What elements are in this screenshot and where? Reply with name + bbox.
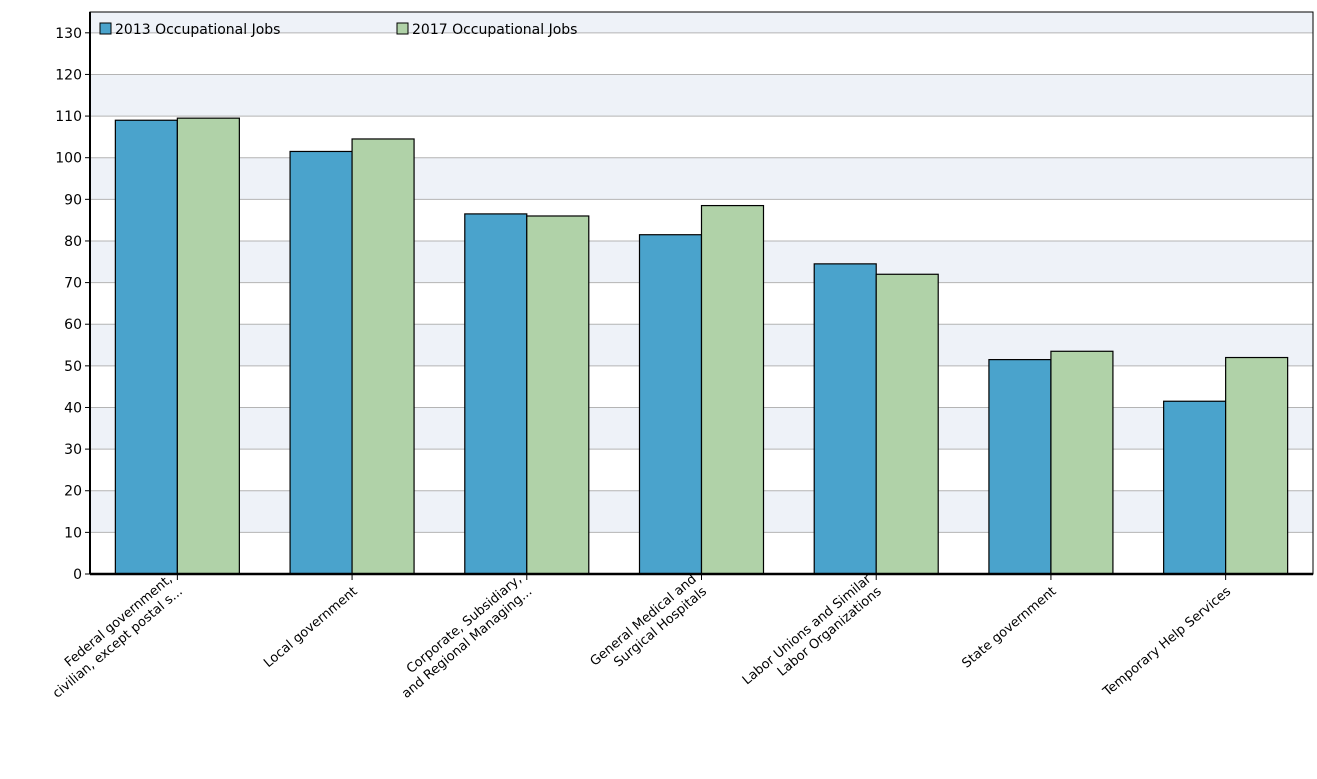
y-tick-label: 100 xyxy=(55,151,82,167)
y-tick-label: 90 xyxy=(64,192,82,208)
bar xyxy=(351,138,415,575)
y-axis: 0 10 20 30 40 50 60 70 80 90 100 110 120 130 xyxy=(55,12,91,583)
bar xyxy=(875,273,939,575)
x-tick-label-line: and Regional Managing... xyxy=(399,584,535,702)
legend-label: 2013 Occupational Jobs xyxy=(115,22,280,38)
y-tick-label: 0 xyxy=(73,567,82,583)
x-tick-label-line: Temporary Help Services xyxy=(1100,584,1234,700)
bar xyxy=(813,263,877,575)
y-tick-label: 50 xyxy=(64,359,82,375)
bars xyxy=(114,117,1289,575)
y-tick-label: 10 xyxy=(64,525,82,541)
bar xyxy=(289,150,353,575)
y-tick-label: 40 xyxy=(64,400,82,416)
bar xyxy=(638,234,703,575)
x-tick-label: Local government xyxy=(261,584,360,671)
y-tick-label: 80 xyxy=(64,234,82,250)
bar xyxy=(1225,356,1289,575)
x-tick-label: Federal government,civilian, except post… xyxy=(50,572,186,702)
legend: 2013 Occupational Jobs 2017 Occupational … xyxy=(99,22,577,38)
grid-band xyxy=(90,12,1313,33)
y-tick-label: 110 xyxy=(55,109,82,125)
grid-band xyxy=(90,74,1313,117)
legend-swatch xyxy=(99,22,112,35)
bar xyxy=(114,119,178,575)
x-axis: Federal government,civilian, except post… xyxy=(50,571,1313,702)
x-tick-label: State government xyxy=(959,584,1059,671)
plot-frame xyxy=(89,11,1314,575)
bar xyxy=(526,215,590,575)
legend-swatch xyxy=(396,22,409,35)
bar xyxy=(700,204,765,575)
x-tick-label: Temporary Help Services xyxy=(1100,584,1234,700)
bar xyxy=(464,213,528,575)
x-tick-label-line: civilian, except postal s... xyxy=(50,584,186,701)
bar xyxy=(988,359,1052,575)
grid-band xyxy=(90,157,1313,200)
x-tick-label-line: Corporate, Subsidiary, xyxy=(404,572,525,677)
x-tick-label-line: Local government xyxy=(261,584,360,671)
x-tick-label-line: Federal government, xyxy=(62,572,175,671)
x-tick-label-line: Labor Unions and Similar xyxy=(740,571,875,688)
legend-label: 2017 Occupational Jobs xyxy=(412,22,577,38)
y-tick-label: 120 xyxy=(55,67,82,83)
bar xyxy=(1163,400,1227,575)
y-tick-label: 70 xyxy=(64,276,82,292)
y-tick-label: 20 xyxy=(64,484,82,500)
y-tick-label: 60 xyxy=(64,317,82,333)
x-tick-label-line: Labor Organizations xyxy=(775,584,885,680)
x-tick-label-line: State government xyxy=(959,584,1059,671)
x-tick-label: Corporate, Subsidiary,and Regional Manag… xyxy=(399,572,535,702)
bar xyxy=(1050,350,1114,575)
y-tick-label: 130 xyxy=(55,26,82,42)
bar xyxy=(176,117,240,575)
y-tick-label: 30 xyxy=(64,442,82,458)
x-tick-label-line: General Medical and xyxy=(588,572,700,669)
